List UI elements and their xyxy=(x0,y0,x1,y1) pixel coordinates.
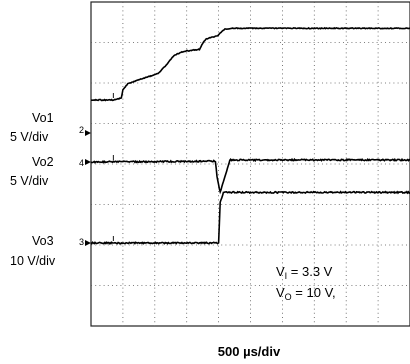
vo2-channel-marker: 4 xyxy=(79,158,84,168)
vi-annotation: VI = 3.3 V xyxy=(276,264,333,281)
trace-vo3 xyxy=(90,190,410,245)
vo1-channel-marker: 2 xyxy=(79,125,84,135)
plot-frame xyxy=(90,1,410,327)
vo3-name-label: Vo3 xyxy=(32,234,54,248)
time-scale-label: 500 µs/div xyxy=(218,344,281,359)
vo-annotation: VO = 10 V, xyxy=(276,285,336,302)
vo1-scale-label: 5 V/div xyxy=(10,130,49,144)
trace-layer xyxy=(90,26,410,245)
vo2-name-label: Vo2 xyxy=(32,155,54,169)
vo3-arrow xyxy=(85,240,91,246)
vo2-scale-label: 5 V/div xyxy=(10,174,49,188)
vo3-scale-label: 10 V/div xyxy=(10,254,56,268)
conditions-annotation: VI = 3.3 V VO = 10 V, xyxy=(276,264,336,302)
vo3-channel-marker: 3 xyxy=(79,237,84,247)
channel-arrows xyxy=(85,130,91,246)
graticule xyxy=(90,1,410,327)
trace-vo1 xyxy=(91,26,410,102)
vo1-arrow xyxy=(85,130,91,136)
channel-labels: Vo1 5 V/div 2 Vo2 5 V/div 4 Vo3 10 V/div… xyxy=(10,111,84,268)
vo1-name-label: Vo1 xyxy=(32,111,54,125)
vo2-arrow xyxy=(85,159,91,165)
trace-vo2 xyxy=(90,157,410,195)
